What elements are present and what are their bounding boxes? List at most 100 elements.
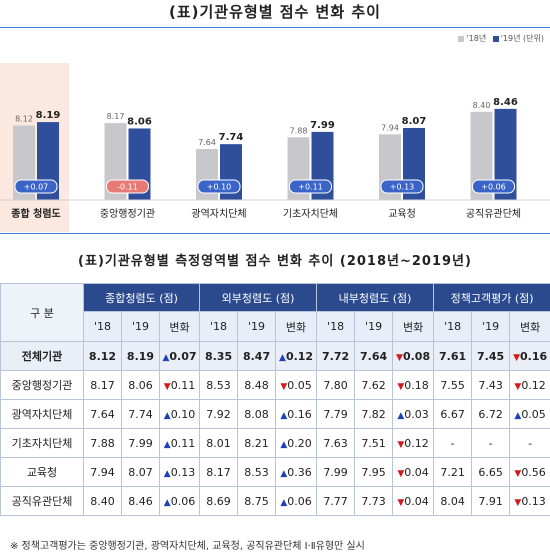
table-row: 광역자치단체 7.64 7.74 ▲0.10 7.92 8.08 ▲0.16 7.79 7.82…: [0, 399, 550, 429]
table-row: 전체기관 8.12 8.19 ▲0.07 8.35 8.47 ▲0.12 7.72 7.64 ▼0…: [0, 341, 550, 371]
change-value: 0.10: [170, 407, 196, 421]
cell-change: ▼0.56: [509, 457, 550, 487]
cell-2019: 7.43: [471, 370, 511, 400]
subheader-change: 변화: [158, 311, 201, 342]
cell-2019: 8.08: [237, 399, 277, 429]
up-arrow-icon: ▲: [514, 410, 522, 421]
cell-change: ▼0.08: [392, 341, 435, 371]
up-arrow-icon: ▲: [163, 410, 171, 421]
value-label-2019: 8.46: [493, 97, 518, 108]
cell-change: ▼0.13: [509, 486, 550, 516]
category-label: 광역자치단체: [191, 208, 246, 220]
change-value: 0.11: [170, 378, 196, 392]
cell-change: ▲0.36: [275, 457, 318, 487]
subheader-row: '18'19 변화 '18'19 변화 '18'19 변화 '18'19 변화: [0, 311, 550, 342]
change-badge: [289, 179, 332, 194]
down-arrow-icon: ▼: [396, 352, 403, 363]
subheader-2018: '18: [199, 311, 239, 342]
cell-change: ▼0.12: [509, 370, 550, 400]
row-label: 중앙행정기관: [0, 370, 84, 400]
legend-2018-swatch: [458, 35, 465, 42]
subheader-2019: '19: [121, 311, 160, 342]
change-value: 0.16: [519, 349, 548, 363]
cell-2019: 7.95: [354, 457, 394, 487]
cell-change: ▲0.13: [158, 457, 201, 487]
cell-2019: 7.45: [471, 341, 511, 371]
cell-2018: 8.12: [83, 341, 122, 371]
cell-change: ▲0.03: [392, 399, 435, 429]
category-label: 기초자치단체: [283, 208, 338, 220]
change-badge-label: +0.07: [24, 183, 49, 192]
cell-2019: 6.65: [471, 457, 511, 487]
cell-change: ▼0.04: [392, 486, 435, 516]
cell-change: -: [509, 428, 550, 458]
cell-2018: 8.01: [199, 428, 239, 458]
cell-change: ▼0.16: [509, 341, 550, 371]
bar-chart: 8.12 8.19 +0.07 종합 청렴도 8.17 8.06 -0.11 중앙행정기관 7.…: [0, 63, 550, 232]
change-value: 0.18: [404, 378, 429, 392]
category-label: 교육청: [388, 208, 416, 220]
change-value: 0.03: [404, 407, 429, 421]
cell-change: ▲0.06: [158, 486, 201, 516]
value-label-2019: 8.07: [402, 116, 427, 127]
cell-2018: 8.17: [83, 370, 122, 400]
down-arrow-icon: ▼: [514, 497, 522, 508]
cell-2018: 8.35: [199, 341, 239, 371]
subheader-2018: '18: [316, 311, 356, 342]
up-arrow-icon: ▲: [280, 497, 288, 508]
down-arrow-icon: ▼: [397, 439, 405, 450]
cell-2019: 6.72: [471, 399, 511, 429]
value-label-2019: 7.74: [219, 132, 244, 143]
up-arrow-icon: ▲: [280, 468, 288, 479]
cell-2018: 7.88: [83, 428, 122, 458]
change-badge-label: +0.11: [298, 183, 323, 192]
cell-2018: 8.40: [83, 486, 122, 516]
cell-2018: 7.77: [316, 486, 356, 516]
cell-change: ▲0.20: [275, 428, 318, 458]
cell-2019: 8.53: [237, 457, 277, 487]
score-table: 구 분 종합청렴도 (점) 외부청렴도 (점) 내부청렴도 (점) 정책고객평가…: [0, 283, 550, 516]
change-value: 0.16: [287, 407, 312, 421]
cell-2018: -: [433, 428, 473, 458]
down-arrow-icon: ▼: [514, 381, 522, 392]
group-header-total: 종합청렴도 (점): [82, 283, 201, 312]
category-label: 중앙행정기관: [100, 208, 155, 220]
change-value: 0.07: [169, 349, 197, 363]
change-badge-label: +0.13: [390, 183, 415, 192]
row-label: 광역자치단체: [0, 399, 84, 429]
up-arrow-icon: ▲: [163, 468, 171, 479]
down-arrow-icon: ▼: [280, 381, 288, 392]
change-value: 0.13: [521, 494, 546, 508]
group-header-policy: 정책고객평가 (점): [433, 283, 550, 312]
up-arrow-icon: ▲: [280, 439, 288, 450]
cell-change: ▲0.11: [158, 428, 201, 458]
up-arrow-icon: ▲: [280, 410, 288, 421]
cell-2019: 7.64: [354, 341, 394, 371]
subheader-change: 변화: [509, 311, 550, 342]
cell-2019: 8.47: [237, 341, 277, 371]
cell-change: ▲0.07: [158, 341, 201, 371]
cell-2019: -: [471, 428, 511, 458]
value-label-2018: 8.40: [473, 101, 491, 110]
cell-2018: 8.17: [199, 457, 239, 487]
legend-unit: (단위): [523, 34, 544, 43]
change-value: 0.08: [402, 349, 431, 363]
value-label-2019: 8.19: [36, 110, 61, 121]
change-value: 0.04: [404, 494, 429, 508]
down-arrow-icon: ▼: [397, 468, 405, 479]
table-body: 전체기관 8.12 8.19 ▲0.07 8.35 8.47 ▲0.12 7.72 7.64 ▼0…: [0, 341, 550, 516]
subheader-change: 변화: [392, 311, 435, 342]
change-value: 0.36: [287, 465, 312, 479]
category-label: 종합 청렴도: [11, 207, 60, 220]
change-badge-label: +0.10: [207, 183, 232, 192]
legend-2019-swatch: [492, 35, 499, 42]
cell-2018: 8.04: [433, 486, 473, 516]
table-title: (표)기관유형별 측정영역별 점수 변화 추이 (2018년~2019년): [78, 254, 472, 269]
cell-2019: 7.74: [121, 399, 160, 429]
value-label-2018: 7.64: [198, 138, 216, 147]
table-corner-header: 구 분: [0, 283, 84, 342]
cell-2018: 7.99: [316, 457, 356, 487]
group-header-internal: 내부청렴도 (점): [316, 283, 435, 312]
change-badge: [472, 179, 515, 194]
cell-2018: 7.94: [83, 457, 122, 487]
